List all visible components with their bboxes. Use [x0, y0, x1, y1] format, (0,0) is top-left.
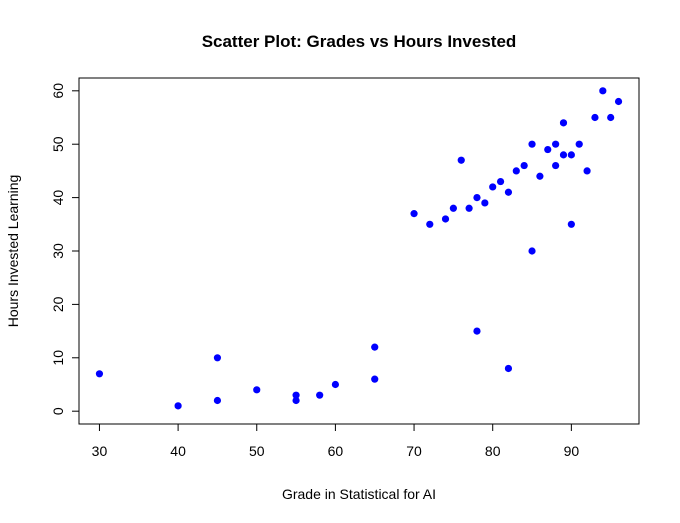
data-point: [213, 396, 222, 405]
x-tick-label: 80: [485, 443, 501, 459]
data-point: [253, 386, 261, 394]
data-point: [426, 220, 434, 228]
data-point: [504, 188, 513, 196]
y-tick-label: 10: [50, 350, 66, 366]
data-point: [575, 140, 583, 148]
x-axis-label: Grade in Statistical for AI: [282, 486, 436, 502]
data-point: [213, 354, 222, 362]
y-tick-label: 20: [50, 296, 66, 312]
y-tick-label: 50: [50, 136, 66, 152]
y-axis-label: Hours Invested Learning: [5, 175, 21, 328]
data-point: [331, 380, 340, 389]
x-tick-label: 60: [328, 443, 344, 459]
data-point: [292, 391, 300, 399]
x-tick-label: 50: [249, 443, 265, 459]
x-tick-label: 30: [92, 443, 108, 459]
y-axis: 0 10 20 30 40 50 60: [50, 83, 79, 415]
data-point: [520, 161, 528, 170]
data-point: [371, 375, 379, 383]
y-tick-label: 40: [50, 190, 66, 206]
data-point: [599, 87, 607, 95]
data-point: [174, 402, 182, 410]
data-point: [371, 343, 379, 351]
chart-title: Scatter Plot: Grades vs Hours Invested: [202, 32, 517, 51]
data-point: [473, 194, 481, 202]
data-point: [292, 396, 300, 405]
data-points: [95, 87, 623, 410]
x-axis: 30 40 50 60 70 80 90: [92, 424, 580, 459]
data-point: [95, 370, 104, 378]
data-point: [441, 215, 450, 223]
data-point: [316, 391, 324, 399]
data-point: [544, 145, 552, 154]
data-point: [583, 167, 591, 175]
x-tick-label: 70: [406, 443, 422, 459]
data-point: [449, 204, 457, 212]
x-tick-label: 90: [564, 443, 580, 459]
y-tick-label: 0: [50, 407, 66, 415]
y-tick-label: 30: [50, 243, 66, 259]
data-point: [567, 151, 575, 159]
data-point: [559, 119, 568, 127]
data-point: [465, 204, 473, 212]
x-tick-label: 40: [170, 443, 186, 459]
data-point: [457, 156, 465, 164]
data-point: [410, 210, 418, 218]
data-point: [504, 364, 513, 373]
data-point: [552, 140, 560, 148]
data-point: [607, 113, 615, 122]
data-point: [528, 140, 536, 148]
data-point: [536, 172, 544, 180]
data-point: [528, 247, 536, 255]
data-point: [552, 161, 560, 170]
plot-area-frame: [78, 77, 640, 425]
data-point: [512, 167, 520, 175]
data-point: [481, 199, 489, 207]
y-tick-label: 60: [50, 83, 66, 99]
data-point: [559, 151, 568, 159]
data-point: [496, 177, 505, 186]
data-point: [614, 97, 623, 106]
data-point: [591, 113, 599, 122]
data-point: [489, 183, 497, 191]
data-point: [567, 220, 575, 228]
data-point: [473, 327, 481, 335]
